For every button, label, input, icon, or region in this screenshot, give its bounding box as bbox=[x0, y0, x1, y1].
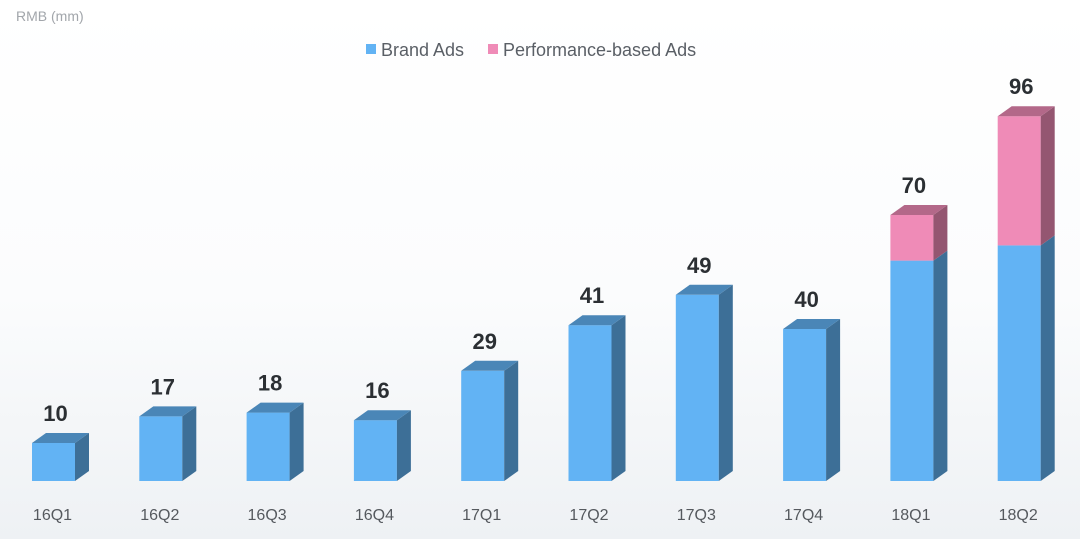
bar-top-17Q1 bbox=[461, 360, 519, 371]
bar-top-17Q3 bbox=[675, 284, 733, 295]
bar-16Q4-0 bbox=[353, 420, 397, 481]
bar-top-18Q2 bbox=[997, 106, 1055, 117]
total-label-16Q4: 16 bbox=[365, 378, 389, 403]
bar-18Q1-1 bbox=[890, 215, 934, 261]
bar-side-18Q1-0 bbox=[933, 250, 948, 481]
bar-side-16Q2-0 bbox=[182, 406, 197, 481]
total-label-17Q1: 29 bbox=[472, 329, 496, 354]
bar-top-17Q2 bbox=[568, 315, 626, 326]
total-label-17Q2: 41 bbox=[580, 283, 604, 308]
bar-side-17Q1-0 bbox=[504, 360, 519, 481]
legend-swatch-0 bbox=[366, 44, 376, 54]
bar-18Q2-0 bbox=[997, 245, 1041, 481]
bar-side-17Q2-0 bbox=[611, 315, 626, 481]
bar-16Q1-0 bbox=[32, 443, 75, 481]
bar-side-18Q2-0 bbox=[1040, 235, 1055, 481]
bar-17Q4-0 bbox=[783, 329, 827, 481]
x-tick-label-16Q2: 16Q2 bbox=[140, 507, 179, 524]
bar-top-16Q2 bbox=[139, 406, 197, 417]
total-label-16Q2: 17 bbox=[151, 374, 175, 399]
bar-16Q2-0 bbox=[139, 416, 183, 481]
total-label-17Q3: 49 bbox=[687, 253, 711, 278]
total-label-18Q2: 96 bbox=[1009, 74, 1033, 99]
x-tick-label-17Q2: 17Q2 bbox=[569, 507, 608, 524]
bar-top-16Q3 bbox=[246, 402, 304, 413]
bar-17Q1-0 bbox=[461, 370, 505, 481]
x-tick-label-17Q1: 17Q1 bbox=[462, 507, 501, 524]
bar-17Q3-0 bbox=[675, 294, 719, 481]
bar-side-18Q1-1 bbox=[933, 205, 948, 261]
bar-top-17Q4 bbox=[783, 319, 841, 329]
x-tick-label-16Q4: 16Q4 bbox=[355, 507, 394, 524]
unit-label: RMB (mm) bbox=[16, 8, 84, 24]
x-tick-label-16Q3: 16Q3 bbox=[248, 507, 287, 524]
bar-18Q2-1 bbox=[997, 116, 1041, 246]
legend-label-1: Performance-based Ads bbox=[503, 40, 696, 60]
bar-side-17Q4-0 bbox=[826, 319, 841, 481]
x-tick-label-17Q4: 17Q4 bbox=[784, 507, 823, 524]
legend-label-0: Brand Ads bbox=[381, 40, 464, 60]
bar-side-16Q3-0 bbox=[289, 402, 304, 481]
bar-17Q2-0 bbox=[568, 325, 612, 481]
legend-swatch-1 bbox=[488, 44, 498, 54]
bar-side-16Q1-0 bbox=[75, 433, 89, 481]
bar-top-16Q4 bbox=[353, 410, 411, 421]
total-label-16Q1: 10 bbox=[43, 401, 67, 426]
bar-18Q1-0 bbox=[890, 260, 934, 481]
bar-top-16Q1 bbox=[32, 433, 89, 443]
total-label-16Q3: 18 bbox=[258, 371, 282, 396]
bar-16Q3-0 bbox=[246, 412, 290, 481]
x-tick-label-16Q1: 16Q1 bbox=[33, 507, 72, 524]
bar-side-16Q4-0 bbox=[396, 410, 411, 481]
bar-side-17Q3-0 bbox=[718, 284, 733, 481]
bar-top-18Q1 bbox=[890, 205, 948, 215]
x-tick-label-17Q3: 17Q3 bbox=[677, 507, 716, 524]
total-label-18Q1: 70 bbox=[902, 173, 926, 198]
bar-side-18Q2-1 bbox=[1040, 106, 1055, 246]
x-tick-label-18Q1: 18Q1 bbox=[891, 507, 930, 524]
total-label-17Q4: 40 bbox=[794, 287, 818, 312]
x-tick-label-18Q2: 18Q2 bbox=[999, 507, 1038, 524]
